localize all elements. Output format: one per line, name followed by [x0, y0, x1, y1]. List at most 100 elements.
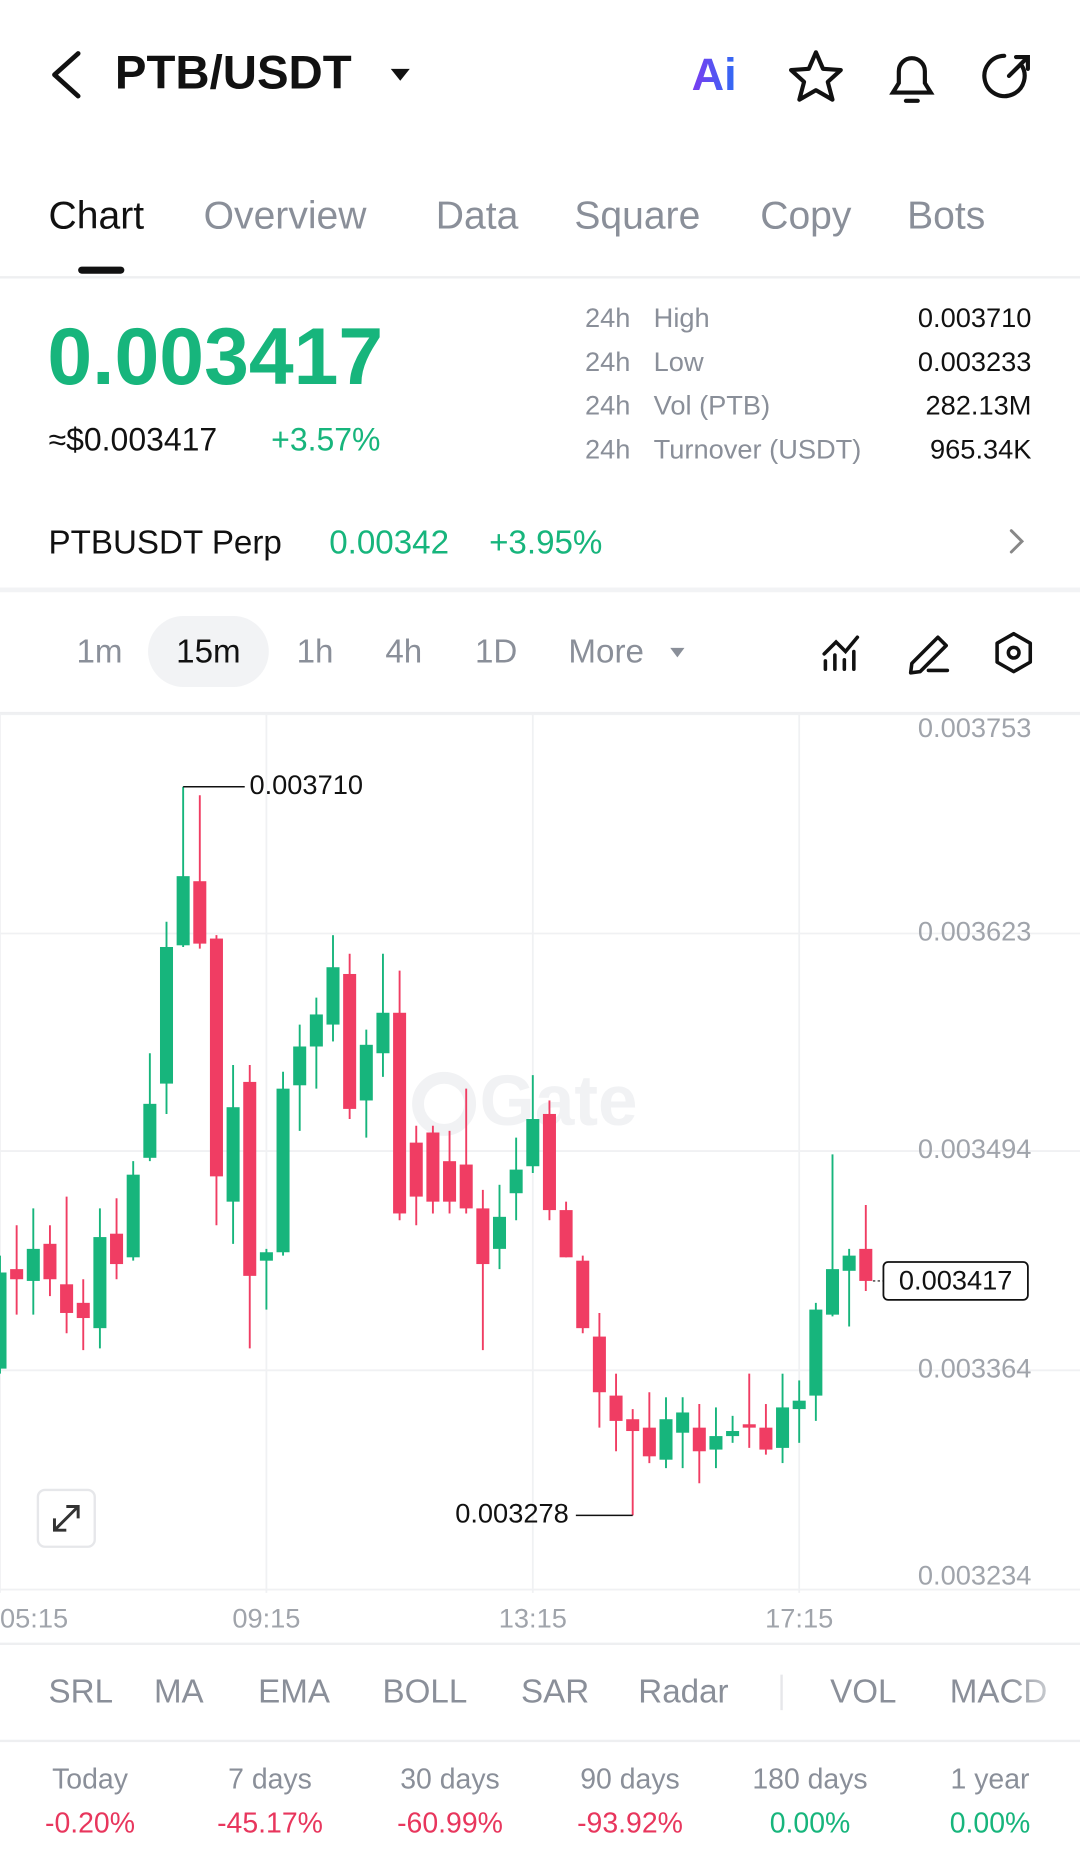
candle-body — [10, 1269, 24, 1280]
stat-label: Turnover (USDT) — [654, 434, 862, 465]
more-dropdown[interactable] — [670, 647, 685, 658]
y-tick-label: 0.003623 — [918, 916, 1032, 947]
candle-body — [626, 1419, 640, 1432]
interval[interactable]: 4h — [385, 634, 422, 671]
stat-period: 24h — [585, 302, 630, 333]
candle-body — [526, 1119, 540, 1167]
fullscreen-button[interactable] — [36, 1488, 96, 1548]
back-button[interactable] — [52, 51, 81, 99]
candle-body — [93, 1237, 107, 1329]
candle-body — [825, 1269, 840, 1315]
candle-body — [326, 967, 340, 1025]
candle-body — [293, 1046, 307, 1086]
ai-button[interactable]: Ai — [692, 49, 737, 100]
y-tick-label: 0.003753 — [918, 712, 1032, 743]
candle-body — [776, 1407, 790, 1448]
x-tick-label: 17:15 — [765, 1602, 833, 1633]
period-change: -60.99% — [397, 1808, 503, 1840]
period-label: Today — [52, 1764, 129, 1796]
y-tick-label: 0.003234 — [918, 1560, 1032, 1591]
tab[interactable]: Square — [574, 194, 700, 237]
draw-button[interactable] — [908, 635, 950, 675]
perp-chevron[interactable] — [1009, 529, 1025, 554]
candle-body — [592, 1336, 606, 1393]
y-tick-label: 0.003494 — [918, 1133, 1032, 1164]
candle-body — [110, 1233, 124, 1265]
pair-dropdown[interactable] — [390, 68, 410, 81]
stat-label: Low — [654, 346, 704, 377]
period-label: 180 days — [752, 1764, 867, 1796]
indicator[interactable]: BOLL — [383, 1673, 468, 1710]
perp-price: 0.00342 — [329, 525, 449, 562]
tab-indicator — [78, 266, 125, 274]
candle-body — [276, 1088, 290, 1253]
candle-body — [143, 1103, 157, 1158]
y-tick-label: 0.003364 — [918, 1352, 1032, 1383]
favorite-button[interactable] — [788, 50, 843, 102]
indicator[interactable]: SRL — [49, 1673, 113, 1710]
indicator[interactable]: SAR — [521, 1673, 589, 1710]
candle-body — [76, 1302, 90, 1319]
scroll-fade — [1008, 1658, 1080, 1730]
indicator[interactable]: Radar — [638, 1673, 728, 1710]
candle-body — [43, 1243, 57, 1280]
indicator[interactable]: MA — [154, 1673, 205, 1710]
stat-value: 282.13M — [926, 390, 1032, 421]
stat-label: Vol (PTB) — [654, 390, 770, 421]
candle-body — [443, 1161, 457, 1202]
candle-body — [709, 1436, 723, 1450]
candle-body — [792, 1400, 806, 1410]
tab[interactable]: Data — [436, 194, 519, 237]
candle-body — [676, 1412, 690, 1433]
share-button[interactable] — [982, 53, 1030, 99]
candle-body — [126, 1174, 140, 1258]
indicator[interactable]: VOL — [830, 1673, 896, 1710]
tab[interactable]: Chart — [49, 194, 145, 237]
candle-body — [842, 1255, 856, 1271]
candle-body — [726, 1431, 740, 1437]
indicator[interactable]: EMA — [258, 1673, 331, 1710]
stats: 24h High 0.003710 24h Low 0.003233 24h Vol (PTB… — [585, 302, 1031, 464]
candle-body — [393, 1012, 407, 1214]
candle-body — [426, 1132, 440, 1202]
stat-value: 0.003233 — [918, 346, 1032, 377]
stat-value: 0.003710 — [918, 302, 1032, 333]
candle-body — [193, 881, 207, 944]
candle-body — [809, 1309, 823, 1396]
interval-selected-bg — [148, 615, 269, 688]
settings-button[interactable] — [995, 631, 1033, 674]
candle-body — [642, 1427, 656, 1457]
pair-title[interactable]: PTB/USDT — [115, 46, 352, 99]
candle-body — [742, 1424, 756, 1428]
last-price: 0.003417 — [47, 312, 383, 402]
candlestick-chart: 0.003753 0.003623 0.003494 0.003364 0.003234… — [0, 712, 1080, 1633]
candle-body — [309, 1014, 323, 1047]
interval[interactable]: 1h — [297, 634, 334, 671]
period-change: 0.00% — [770, 1808, 851, 1840]
watermark-text: Gate — [480, 1062, 638, 1141]
tab[interactable]: Copy — [760, 194, 852, 237]
period-label: 30 days — [400, 1764, 500, 1796]
stat-value: 965.34K — [930, 434, 1031, 465]
interval[interactable]: More — [568, 634, 644, 671]
candle-body — [559, 1210, 573, 1258]
x-tick-label: 09:15 — [232, 1602, 300, 1633]
tab[interactable]: Bots — [907, 194, 985, 237]
indicator-settings-button[interactable] — [822, 635, 860, 672]
interval[interactable]: 1m — [76, 634, 122, 671]
tab[interactable]: Overview — [204, 194, 368, 237]
last-price-box — [882, 1261, 1029, 1301]
alert-button[interactable] — [889, 56, 935, 103]
perp-name[interactable]: PTBUSDT Perp — [49, 525, 282, 562]
candle-body — [859, 1248, 873, 1281]
candle-body — [209, 938, 223, 1177]
interval[interactable]: 15m — [176, 634, 240, 671]
candle-body — [609, 1395, 623, 1421]
annotation-label: 0.003710 — [249, 769, 363, 800]
interval[interactable]: 1D — [475, 634, 517, 671]
stat-label: High — [654, 302, 710, 333]
perp-change: +3.95% — [489, 525, 602, 562]
stat-period: 24h — [585, 346, 630, 377]
